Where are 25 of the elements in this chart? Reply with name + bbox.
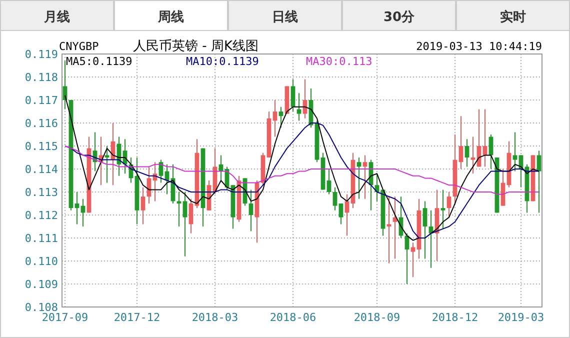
text: MA30:0.113: [306, 55, 372, 68]
y-tick-label: 0.119: [24, 48, 58, 61]
y-tick-label: 0.108: [24, 301, 58, 314]
x-tick-label: 2017-09: [42, 311, 88, 324]
y-tick-label: 0.113: [24, 186, 58, 199]
y-tick-label: 0.117: [24, 94, 58, 107]
y-tick-label: 0.109: [24, 278, 58, 291]
y-tick-label: 0.111: [24, 232, 58, 245]
y-tick-label: 0.115: [24, 140, 58, 153]
y-tick-label: 0.116: [24, 117, 58, 130]
text: MA5:0.1139: [66, 55, 132, 68]
x-tick-label: 2018-06: [270, 311, 316, 324]
chart-subtitle: CNYGBP: [59, 40, 100, 53]
text: MA10:0.1139: [186, 55, 259, 68]
chart-title: 人民币英镑 - 周K线图: [133, 39, 258, 54]
y-tick-label: 0.110: [24, 255, 58, 268]
x-tick-label: 2019-03: [498, 311, 544, 324]
x-tick-label: 2017-12: [114, 311, 160, 324]
y-tick-label: 0.118: [24, 71, 58, 84]
x-tick-label: 2018-09: [354, 311, 400, 324]
x-tick-label: 2018-12: [432, 311, 478, 324]
x-tick-label: 2018-03: [192, 311, 238, 324]
y-tick-label: 0.112: [24, 209, 58, 222]
text: 2019-03-13 10:44:19: [416, 40, 542, 53]
y-tick-label: 0.114: [24, 163, 58, 176]
